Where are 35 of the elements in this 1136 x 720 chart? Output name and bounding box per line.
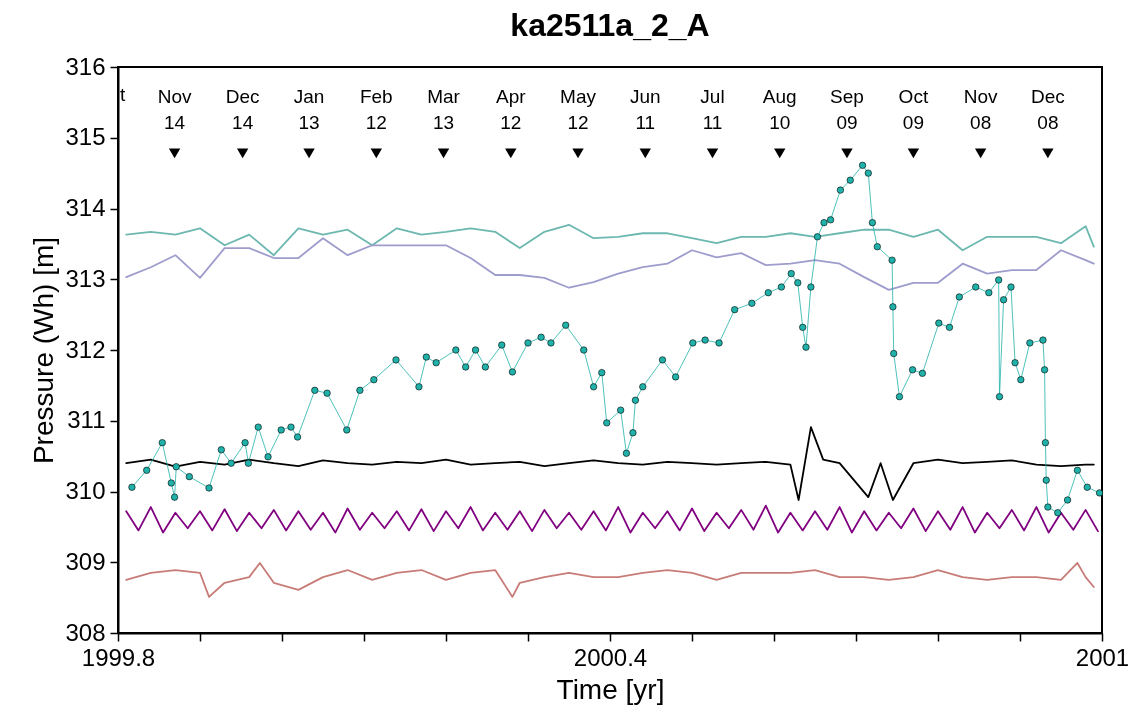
annotation: Jan 13 xyxy=(293,86,325,134)
annotation: Feb 12 xyxy=(359,86,393,134)
annotation: Mar 13 xyxy=(427,86,461,134)
y-tick-label: 309 xyxy=(65,547,106,575)
annotation: Sep 09 xyxy=(830,86,864,134)
annotation: Nov 08 xyxy=(963,86,999,134)
y-tick-label: 313 xyxy=(65,264,106,292)
y-tick-label: 315 xyxy=(65,123,106,151)
y-tick-label: 314 xyxy=(65,194,106,221)
y-tick-label: 312 xyxy=(65,335,106,363)
x-axis-title: Time [yr] xyxy=(556,673,665,705)
line-series xyxy=(125,223,1095,257)
annotation: Oct 09 xyxy=(898,86,929,134)
annotation: May 12 xyxy=(560,86,597,134)
annotation: Jul 11 xyxy=(700,86,725,134)
y-tick-label: 316 xyxy=(65,52,106,80)
line-series xyxy=(125,504,1099,534)
line-series xyxy=(125,426,1095,501)
line-series xyxy=(125,237,1095,291)
annotation: Aug 10 xyxy=(762,86,797,134)
annotation: Dec 14 xyxy=(225,86,260,134)
x-tick-label: 2001 xyxy=(1075,643,1130,671)
line-series xyxy=(125,562,1095,598)
annotation: Apr 12 xyxy=(495,86,527,134)
annotation: Jun 11 xyxy=(629,86,661,134)
y-tick-label: 308 xyxy=(65,618,106,646)
chart-title: ka2511a_2_A xyxy=(510,7,710,43)
y-axis-title: Pressure (Wh) [m] xyxy=(28,236,60,465)
x-tick-label: 2000.4 xyxy=(573,643,648,671)
y-tick-label: 310 xyxy=(65,477,106,504)
annotation: Nov 14 xyxy=(157,86,192,134)
annotation: Dec 08 xyxy=(1030,86,1065,134)
annotation: t xyxy=(120,84,126,105)
x-tick-label: 1999.8 xyxy=(81,643,156,671)
y-tick-label: 311 xyxy=(67,406,106,434)
